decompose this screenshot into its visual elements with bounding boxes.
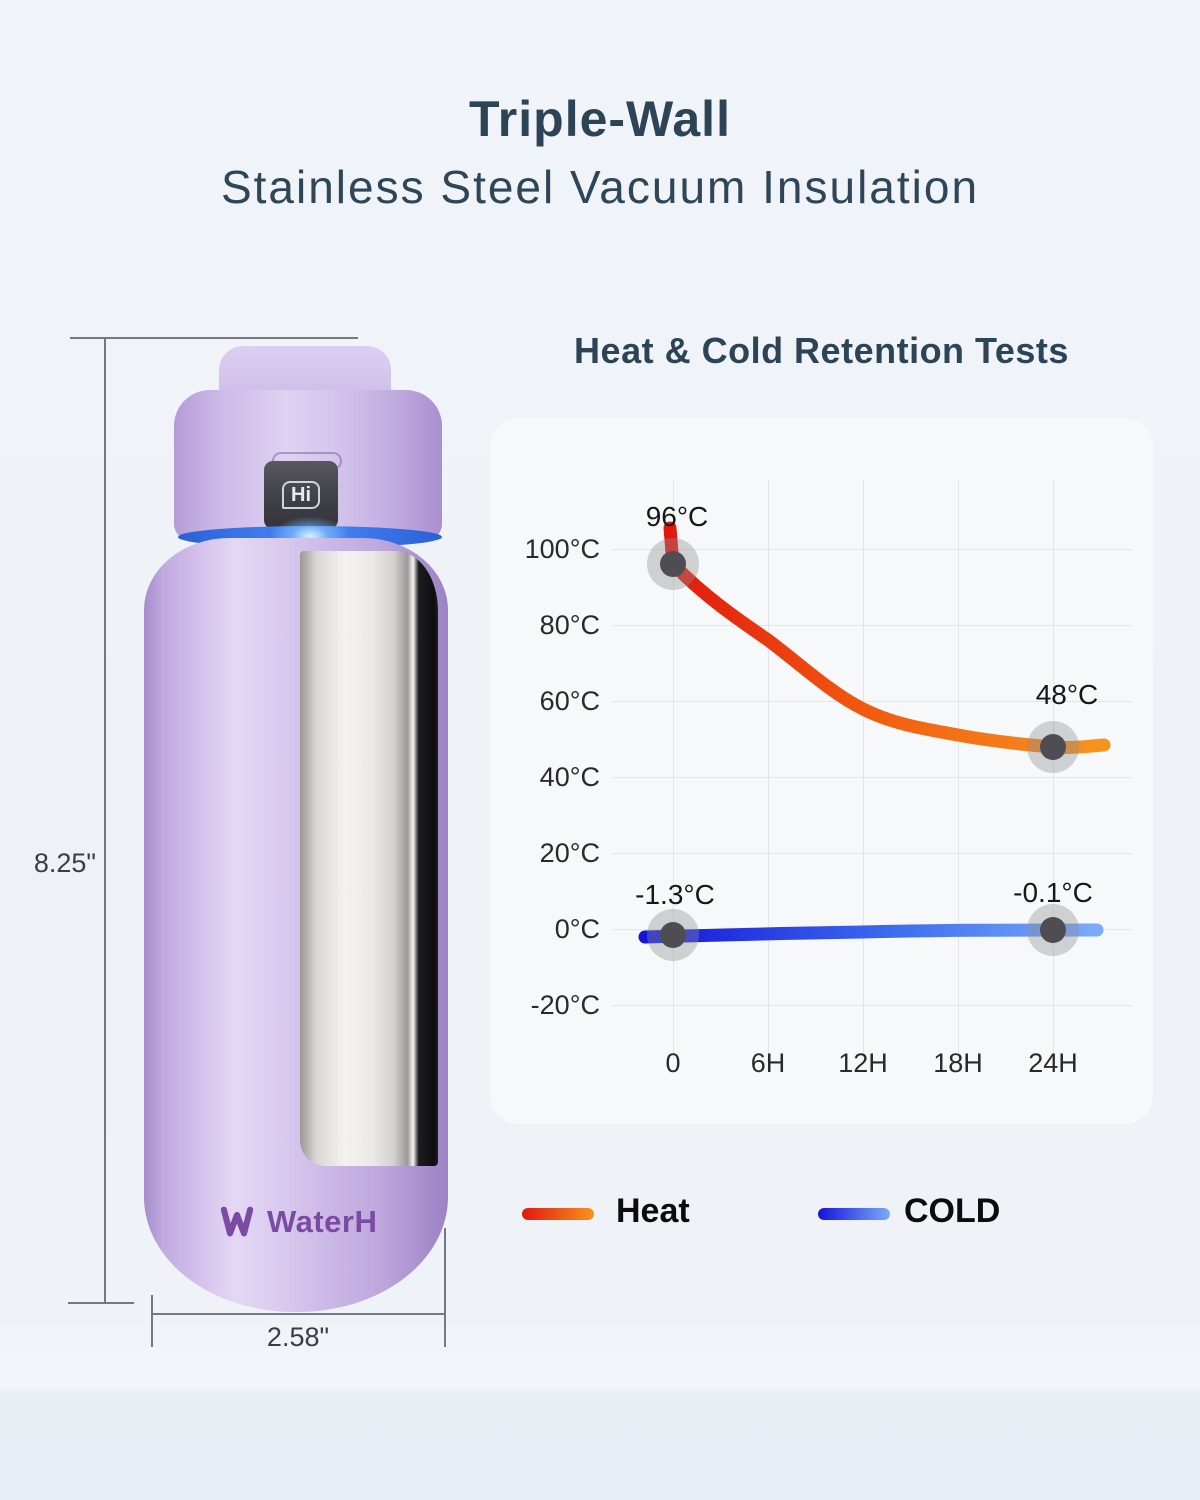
- heat-start-label: 96°C: [645, 501, 709, 532]
- x-tick: 24H: [1028, 1048, 1078, 1078]
- gridline-v: [958, 480, 959, 1058]
- brand-logo: WaterH: [216, 1196, 406, 1248]
- y-tick: 80°C: [539, 610, 600, 640]
- retention-chart-plot: [638, 521, 1111, 961]
- chart-card: 100°C 80°C 60°C 40°C 20°C 0°C -20°C 0 6H…: [490, 418, 1153, 1124]
- width-dim-right-tick: [444, 1228, 446, 1347]
- gridline-h: [612, 701, 1132, 702]
- y-tick: 20°C: [539, 838, 600, 868]
- height-dim-line: [104, 338, 106, 1303]
- heat-end-label: 48°C: [1035, 679, 1099, 710]
- width-dim-left-tick: [151, 1295, 153, 1347]
- y-tick: 60°C: [539, 686, 600, 716]
- y-tick: 100°C: [524, 534, 600, 564]
- cold-end-marker: [1027, 904, 1079, 956]
- stainless-cutaway: [300, 551, 438, 1166]
- height-dim-label: 8.25": [33, 848, 96, 878]
- heat-end-marker: [1027, 721, 1079, 773]
- gridline-v: [673, 480, 674, 1058]
- page-subtitle: Stainless Steel Vacuum Insulation: [220, 161, 980, 213]
- width-dim-label: 2.58": [266, 1322, 330, 1352]
- heat-legend-swatch: [522, 1208, 594, 1220]
- gridline-v: [863, 480, 864, 1058]
- chart-title: Heat & Cold Retention Tests: [574, 330, 1069, 371]
- gridline-h: [612, 777, 1132, 778]
- gridline-h: [612, 853, 1132, 854]
- gridline-h: [612, 549, 1132, 550]
- gridline-v: [768, 480, 769, 1058]
- height-dim-bottom-tick: [68, 1302, 134, 1304]
- heat-curve: [663, 521, 1111, 755]
- brand-logo-text: WaterH: [267, 1204, 378, 1239]
- cold-end-label: -0.1°C: [1013, 877, 1093, 908]
- gridline-v: [1053, 480, 1054, 1058]
- height-dim-top-tick: [70, 337, 358, 339]
- heat-legend-label: Heat: [616, 1192, 690, 1230]
- cold-legend-label: COLD: [904, 1192, 1001, 1230]
- cold-curve: [638, 923, 1104, 944]
- y-tick: -20°C: [530, 990, 600, 1020]
- hi-display-text: Hi: [282, 481, 320, 509]
- width-dim-line: [151, 1313, 446, 1315]
- x-tick: 6H: [750, 1048, 786, 1078]
- y-tick: 40°C: [539, 762, 600, 792]
- x-tick: 0: [665, 1048, 681, 1078]
- gridline-h: [612, 1005, 1132, 1006]
- x-tick: 12H: [838, 1048, 888, 1078]
- waterh-logo-icon: [220, 1206, 254, 1237]
- cold-start-label: -1.3°C: [635, 879, 715, 910]
- heat-start-marker: [647, 538, 699, 590]
- page-title: Triple-Wall: [469, 91, 731, 147]
- cold-start-marker: [647, 909, 699, 961]
- x-tick: 18H: [933, 1048, 983, 1078]
- cold-legend-swatch: [818, 1208, 890, 1220]
- y-tick: 0°C: [554, 914, 600, 944]
- gridline-h: [612, 625, 1132, 626]
